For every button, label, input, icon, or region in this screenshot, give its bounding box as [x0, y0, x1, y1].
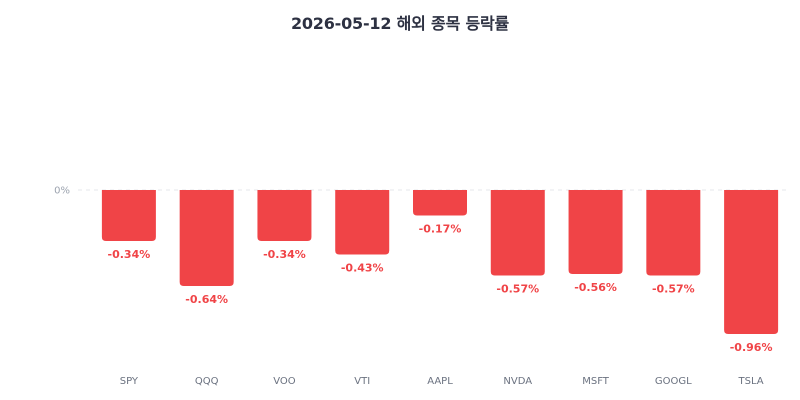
bar-msft	[568, 190, 623, 274]
value-label-voo: -0.34%	[263, 248, 306, 261]
category-label-qqq: QQQ	[195, 376, 219, 387]
chart-title: 2026-05-12 해외 종목 등락률	[290, 14, 510, 33]
bar-voo	[257, 190, 312, 241]
bar-nvda	[490, 190, 545, 276]
category-label-voo: VOO	[273, 376, 296, 387]
value-label-tsla: -0.96%	[730, 341, 773, 354]
value-label-googl: -0.57%	[652, 283, 695, 296]
category-label-msft: MSFT	[582, 376, 610, 387]
value-label-spy: -0.34%	[108, 248, 151, 261]
bar-spy	[101, 190, 156, 241]
bar-vti	[335, 190, 390, 255]
value-label-nvda: -0.57%	[496, 283, 539, 296]
value-label-qqq: -0.64%	[185, 293, 228, 306]
category-label-tsla: TSLA	[738, 376, 764, 387]
category-label-googl: GOOGL	[655, 376, 692, 387]
bar-aapl	[413, 190, 467, 216]
category-label-spy: SPY	[120, 376, 139, 387]
bar-googl	[646, 190, 701, 276]
y-tick-label-zero: 0%	[54, 186, 70, 197]
value-label-msft: -0.56%	[574, 281, 617, 294]
category-label-vti: VTI	[354, 376, 370, 387]
bar-tsla	[724, 190, 779, 334]
category-label-aapl: AAPL	[427, 376, 453, 387]
bar-qqq	[179, 190, 234, 286]
category-label-nvda: NVDA	[503, 376, 532, 387]
value-label-aapl: -0.17%	[419, 223, 462, 236]
value-label-vti: -0.43%	[341, 262, 384, 275]
